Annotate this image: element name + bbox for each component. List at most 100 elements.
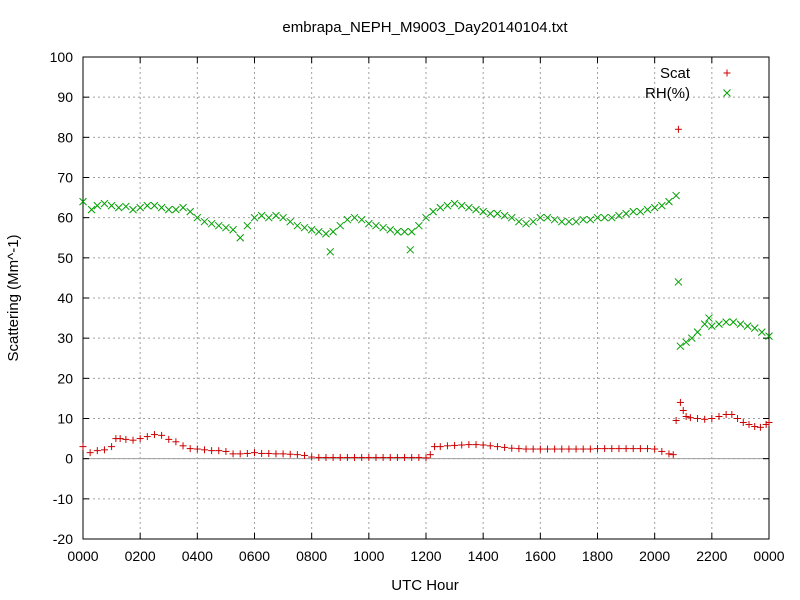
scat-point: [301, 451, 309, 459]
scat-point: [401, 453, 409, 461]
scat-point: [551, 445, 559, 453]
scat-point: [108, 443, 116, 451]
scat-point: [465, 441, 473, 449]
scat-point: [565, 445, 573, 453]
rh-point: [765, 332, 773, 341]
scat-point: [179, 442, 187, 450]
y-axis-label: Scattering (Mm^-1): [5, 234, 22, 361]
scat-point: [458, 441, 466, 449]
x-tick-label: 0200: [125, 548, 156, 564]
scat-point: [756, 423, 764, 431]
scat-point: [265, 449, 273, 457]
rh-point: [557, 217, 566, 226]
x-tick-label: 1200: [410, 548, 441, 564]
scat-point: [751, 423, 759, 431]
rh-point: [79, 197, 87, 206]
rh-point: [143, 201, 152, 210]
scat-point: [665, 450, 673, 458]
scat-point: [486, 442, 494, 450]
rh-point: [465, 203, 473, 212]
scat-point: [629, 445, 637, 453]
scat-point: [329, 453, 337, 461]
scat-point: [308, 453, 316, 461]
x-axis-label: UTC Hour: [391, 577, 459, 594]
legend-marker: [723, 89, 731, 97]
scat-point: [79, 443, 87, 451]
rh-point: [707, 322, 716, 330]
rh-point: [129, 205, 137, 214]
rh-point: [622, 209, 630, 218]
rh-point: [507, 213, 516, 222]
x-tick-label: 1000: [353, 548, 384, 564]
rh-point: [406, 245, 415, 254]
rh-point: [586, 215, 595, 224]
scat-point: [200, 446, 208, 454]
rh-point: [179, 203, 187, 212]
x-tick-label: 0400: [182, 548, 213, 564]
scat-point: [679, 406, 687, 414]
rh-point: [286, 217, 295, 226]
legend-marker: [723, 69, 731, 77]
rh-point: [443, 201, 452, 210]
rh-point: [436, 203, 445, 212]
scat-point: [586, 445, 594, 453]
scat-point: [116, 435, 124, 443]
rh-point: [629, 207, 638, 216]
rh-point: [672, 191, 680, 200]
rh-point: [164, 205, 173, 214]
y-tick-label: 10: [57, 411, 73, 427]
data-points: [79, 125, 773, 462]
rh-point: [100, 199, 109, 208]
scat-point: [122, 435, 130, 443]
rh-point: [750, 324, 759, 332]
rh-point: [415, 221, 423, 230]
rh-point: [674, 278, 683, 286]
scat-point: [386, 453, 394, 461]
scat-point: [229, 450, 237, 458]
scat-point: [543, 445, 551, 453]
rh-point: [515, 217, 523, 226]
y-tick-label: 0: [65, 451, 73, 467]
scat-point: [358, 453, 366, 461]
axis-ticks: -20 -10 0 10 20 30 40 50 60 70 80 90 100 0000 0200 0400…: [50, 49, 785, 564]
rh-point: [272, 211, 280, 220]
series-rh: [79, 191, 773, 351]
rh-point: [336, 221, 345, 230]
scat-point: [165, 435, 173, 443]
scat-point: [143, 433, 151, 441]
rh-point: [279, 213, 287, 222]
rh-point: [379, 223, 387, 232]
rh-point: [643, 205, 652, 214]
y-tick-label: 50: [57, 250, 73, 266]
chart-title: embrapa_NEPH_M9003_Day20140104.txt: [282, 19, 568, 36]
y-tick-label: 20: [57, 370, 73, 386]
rh-point: [93, 201, 102, 210]
scat-point: [608, 445, 616, 453]
rh-point: [207, 219, 216, 228]
rh-point: [529, 217, 538, 226]
scat-point: [676, 398, 684, 406]
rh-point: [307, 225, 316, 234]
scat-point: [86, 449, 94, 457]
scat-point: [669, 451, 677, 459]
scat-point: [479, 441, 487, 449]
scat-point: [236, 450, 244, 458]
x-tick-label: 0800: [296, 548, 327, 564]
rh-point: [429, 207, 437, 216]
legend: Scat RH(%): [645, 65, 731, 102]
rh-point: [87, 205, 96, 214]
scat-point: [343, 453, 351, 461]
scat-point: [529, 445, 537, 453]
rh-point: [114, 203, 123, 212]
scat-point: [708, 415, 716, 422]
y-tick-label: 90: [57, 89, 73, 105]
scat-point: [372, 453, 380, 461]
rh-point: [172, 205, 180, 214]
scat-point: [572, 445, 580, 453]
rh-point: [743, 322, 752, 330]
rh-point: [479, 207, 488, 216]
rh-point: [322, 229, 330, 238]
legend-label: Scat: [660, 65, 691, 82]
rh-point: [522, 219, 530, 228]
